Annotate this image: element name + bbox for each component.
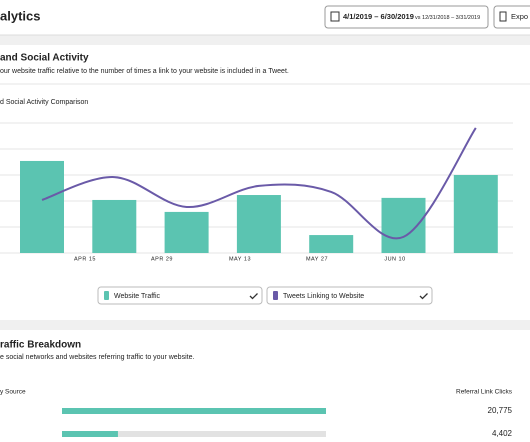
check-icon — [419, 293, 428, 300]
bar — [164, 211, 209, 253]
calendar-icon — [330, 11, 340, 22]
date-range: 4/1/2019 – 6/30/2019 — [343, 12, 414, 21]
bar-track — [62, 431, 326, 437]
x-tick-label: MAY 13 — [229, 256, 251, 262]
export-label: Expo — [511, 12, 528, 21]
check-icon — [249, 293, 258, 300]
column-header: y Source — [0, 389, 26, 396]
bar — [92, 199, 137, 253]
legend: Website Traffic Tweets Linking to Websit… — [97, 286, 433, 305]
legend-item[interactable]: Tweets Linking to Website — [266, 286, 433, 305]
breakdown-card — [0, 330, 530, 442]
bar — [236, 195, 281, 253]
x-tick-label: JUN 10 — [384, 256, 405, 262]
compare-range: vs 12/31/2018 – 3/31/2019 — [415, 15, 480, 21]
legend-label: Tweets Linking to Website — [283, 293, 364, 300]
bar — [381, 197, 426, 253]
bar — [453, 175, 498, 253]
export-icon — [499, 11, 507, 22]
card-subtitle: e social networks and websites referring… — [0, 354, 194, 361]
card-title: raffic Breakdown — [0, 340, 81, 351]
bar — [62, 431, 118, 437]
x-tick-label: APR 29 — [151, 256, 173, 262]
page-title: alytics — [0, 8, 40, 23]
bar — [62, 408, 326, 414]
x-tick-label: MAY 27 — [306, 256, 328, 262]
legend-item[interactable]: Website Traffic — [97, 286, 263, 305]
card-subtitle: our website traffic relative to the numb… — [0, 68, 289, 75]
legend-swatch — [104, 291, 109, 300]
activity-card — [0, 45, 530, 320]
legend-frame[interactable] — [266, 286, 433, 305]
chart-title: d Social Activity Comparison — [0, 99, 88, 106]
line — [41, 127, 477, 240]
x-tick-label: APR 15 — [74, 256, 96, 262]
card-title: and Social Activity — [0, 53, 89, 64]
column-header: Referral Link Clicks — [456, 389, 513, 396]
legend-frame[interactable] — [97, 286, 263, 305]
bar — [20, 160, 64, 253]
button-frame[interactable] — [324, 5, 489, 29]
breakdown-rows: 20,775 4,402 — [62, 406, 513, 438]
legend-label: Website Traffic — [114, 293, 161, 300]
clicks-value: 4,402 — [492, 429, 513, 438]
export-button[interactable]: Expo — [493, 5, 530, 29]
date-button[interactable]: 4/1/2019 – 6/30/2019 vs 12/31/2018 – 3/3… — [324, 5, 489, 29]
clicks-value: 20,775 — [488, 406, 513, 415]
bar — [309, 235, 354, 253]
legend-swatch — [273, 291, 278, 300]
chart: APR 15 APR 29 MAY 13 MAY 27 JUN 10 — [0, 122, 513, 262]
